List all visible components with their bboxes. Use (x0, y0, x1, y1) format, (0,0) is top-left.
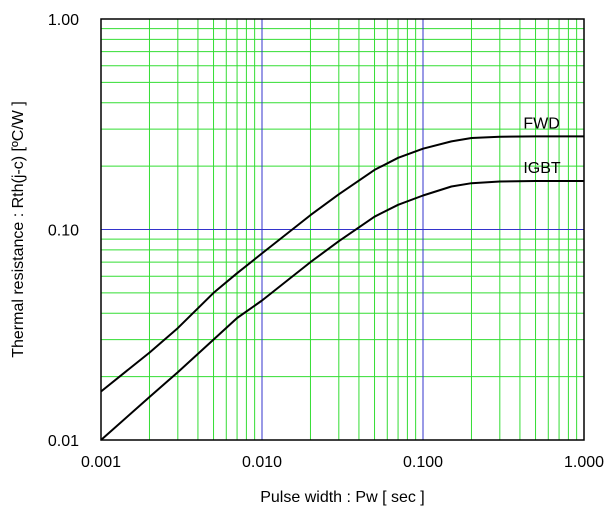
x-tick-label: 0.010 (242, 454, 282, 471)
fwd-curve (100, 135, 584, 393)
y-tick-label: 0.01 (48, 433, 79, 450)
x-tick-label: 0.001 (81, 454, 121, 471)
series-labels: FWD IGBT (523, 115, 561, 177)
fwd-label: FWD (523, 115, 559, 132)
y-tick-label: 1.00 (48, 12, 79, 29)
curves (100, 135, 584, 441)
x-tick-label: 1.000 (564, 454, 604, 471)
grid (101, 19, 584, 440)
plot-frame (100, 18, 585, 441)
igbt-curve (100, 180, 584, 441)
tick-labels: 0.001 0.010 0.100 1.000 0.01 0.10 1.00 (48, 12, 604, 471)
y-tick-label: 0.10 (48, 223, 79, 240)
x-tick-label: 0.100 (403, 454, 443, 471)
igbt-label: IGBT (523, 160, 561, 177)
x-axis-title: Pulse width : Pw [ sec ] (260, 489, 425, 506)
y-axis-title: Thermal resistance : Rth(j-c) [ºC/W ] (10, 101, 27, 358)
